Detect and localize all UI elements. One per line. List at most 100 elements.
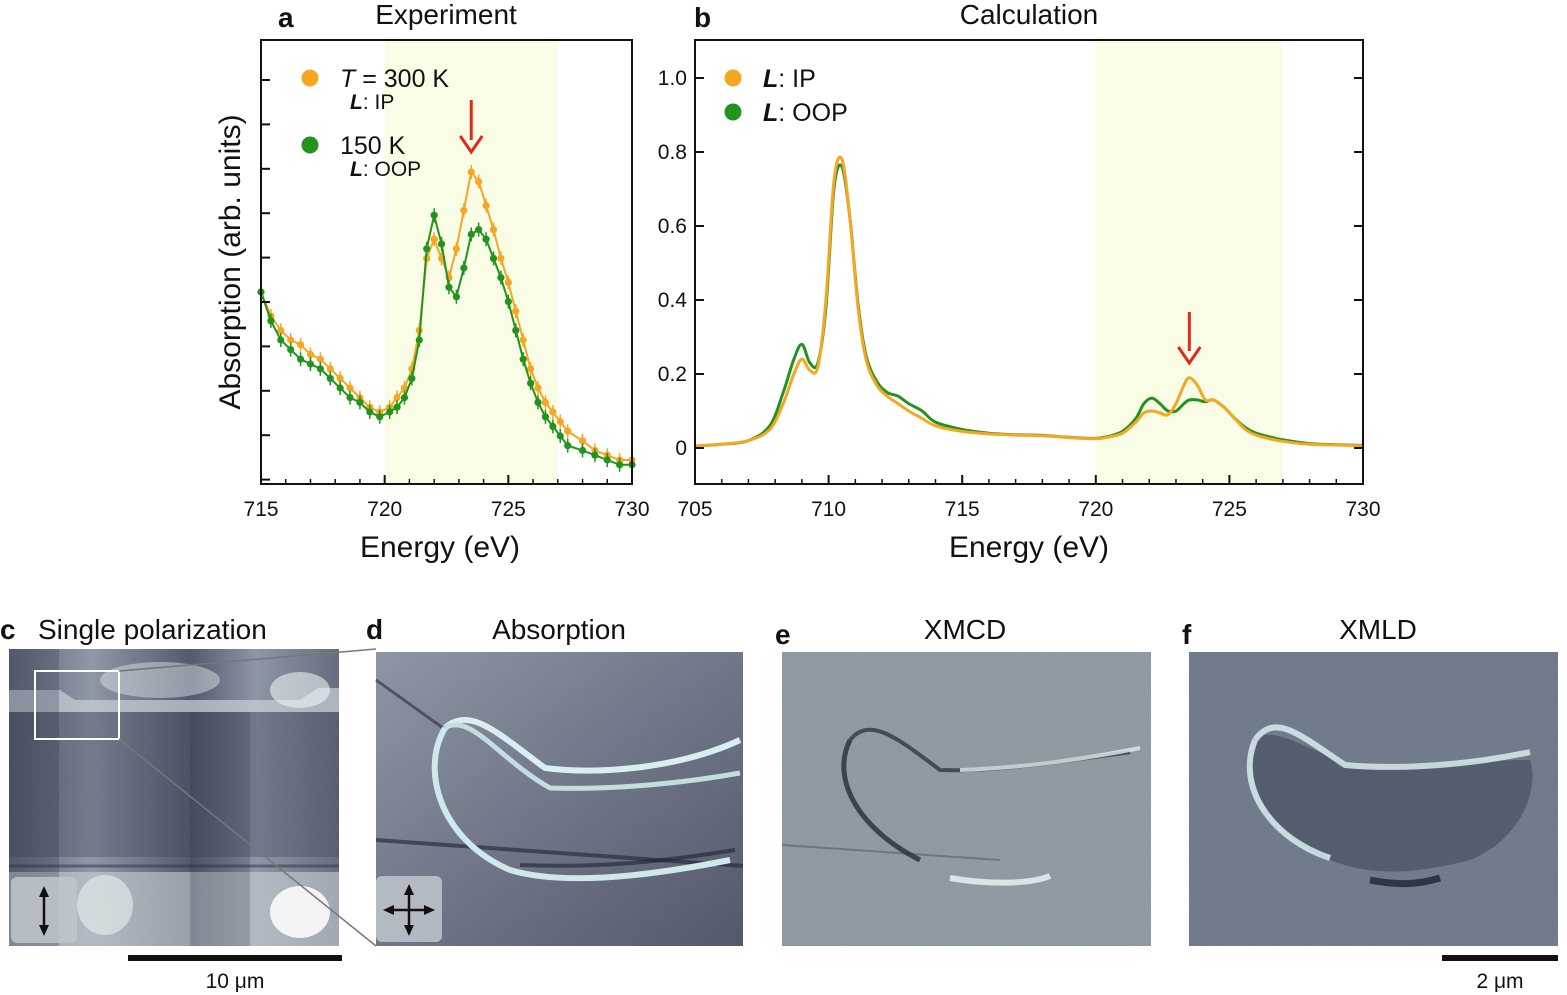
data-point: [603, 456, 611, 464]
data-point: [564, 427, 572, 435]
data-point: [549, 408, 557, 416]
data-point: [267, 317, 275, 325]
data-point: [316, 365, 324, 373]
data-point: [504, 298, 512, 306]
data-point: [475, 226, 483, 234]
zoom-line: [118, 648, 377, 672]
legend-marker: [301, 136, 319, 154]
x-tick-label: 715: [945, 498, 980, 521]
data-point: [415, 336, 423, 344]
data-point: [460, 264, 468, 272]
axis-ticks: 715 720 725 730: [243, 79, 650, 521]
data-point: [393, 394, 401, 402]
panel-a: 715 720 725 730 T = 300 KL: IP 150 KL: OOP a…: [214, 0, 650, 564]
panel-title: Single polarization: [38, 614, 267, 645]
x-tick-label: 720: [367, 498, 402, 521]
panel-d: d Absorption: [366, 614, 744, 946]
legend-marker: [301, 69, 319, 87]
data-point: [519, 336, 527, 344]
data-point: [306, 350, 315, 358]
panel-title: Experiment: [375, 0, 517, 30]
data-point: [616, 461, 624, 469]
x-tick-label: 730: [614, 498, 649, 521]
data-point: [326, 365, 334, 373]
x-axis-label: Energy (eV): [360, 531, 520, 564]
y-tick-label: 1.0: [658, 67, 687, 90]
data-point: [497, 254, 505, 262]
polarization-badge: [376, 876, 442, 942]
x-tick-label: 725: [1212, 498, 1247, 521]
data-point: [489, 226, 498, 234]
series: [257, 165, 636, 467]
data-point: [296, 355, 305, 363]
data-point: [336, 374, 344, 382]
data-point: [408, 374, 416, 382]
data-point: [296, 341, 305, 349]
series: [257, 208, 636, 472]
arrow-head: [458, 135, 484, 155]
legend-sublabel: L: OOP: [350, 158, 421, 181]
data-point: [541, 398, 550, 406]
data-point: [467, 230, 475, 238]
red-arrow: [1177, 312, 1202, 366]
data-point: [475, 178, 483, 186]
data-point: [356, 398, 364, 406]
data-point: [482, 202, 490, 210]
data-point: [578, 437, 587, 445]
x-tick-label: 715: [243, 498, 278, 521]
data-point: [504, 278, 512, 286]
data-point: [526, 379, 535, 387]
data-point: [306, 360, 315, 368]
axis-ticks: 705 710 715 720 725 730 0 0.2 0.4 0.6 0.8 1.0: [658, 67, 1381, 521]
data-point: [326, 374, 334, 382]
panel-f: f XMLD 2 μm: [1182, 614, 1558, 993]
data-point: [277, 336, 285, 344]
data-point: [423, 245, 431, 253]
data-point: [556, 418, 564, 426]
x-tick-label: 710: [811, 498, 846, 521]
panel-letter-c: c: [0, 614, 16, 645]
data-point: [400, 384, 409, 392]
panel-title: XMCD: [924, 614, 1006, 645]
data-point: [452, 245, 460, 253]
legend-label: T = 300 K: [340, 65, 449, 93]
data-point: [549, 422, 557, 430]
arrow-head: [1177, 346, 1202, 366]
vertical-arrow-icon: [39, 886, 49, 936]
data-point: [277, 326, 285, 334]
data-point: [400, 394, 409, 402]
y-tick-label: 0.6: [658, 215, 687, 238]
polarization-badge: [11, 877, 77, 943]
panel-letter-e: e: [775, 619, 791, 650]
data-point: [452, 293, 460, 301]
data-point: [316, 355, 324, 363]
data-point: [467, 168, 475, 176]
data-point: [430, 211, 438, 219]
x-tick-label: 725: [491, 498, 526, 521]
data-point: [519, 355, 527, 363]
plot-frame: [260, 39, 633, 485]
x-tick-label: 705: [677, 498, 712, 521]
legend: T = 300 KL: IP 150 KL: OOP: [301, 65, 449, 181]
legend-marker: [724, 103, 742, 121]
data-point: [578, 446, 587, 454]
data-point: [564, 442, 572, 450]
plot-area: [257, 100, 636, 472]
data-point: [336, 384, 344, 392]
red-arrow: [458, 100, 484, 155]
x-tick-label: 720: [1078, 498, 1113, 521]
microscopy-image: [1189, 652, 1558, 946]
shaded-region: [1095, 40, 1283, 484]
data-point: [366, 408, 374, 416]
y-tick-label: 0.4: [658, 289, 688, 312]
x-axis-label: Energy (eV): [949, 531, 1109, 564]
y-axis-label: Absorption (arb. units): [214, 114, 247, 409]
legend: L: IP L: OOP: [724, 65, 848, 127]
data-point: [376, 413, 384, 421]
data-point: [556, 432, 564, 440]
panel-title: Absorption: [492, 614, 626, 645]
panel-b: 705 710 715 720 725 730 0 0.2 0.4 0.6 0.8 1.0 L: IP…: [658, 0, 1381, 564]
y-tick-label: 0: [675, 437, 687, 460]
data-point: [534, 398, 542, 406]
